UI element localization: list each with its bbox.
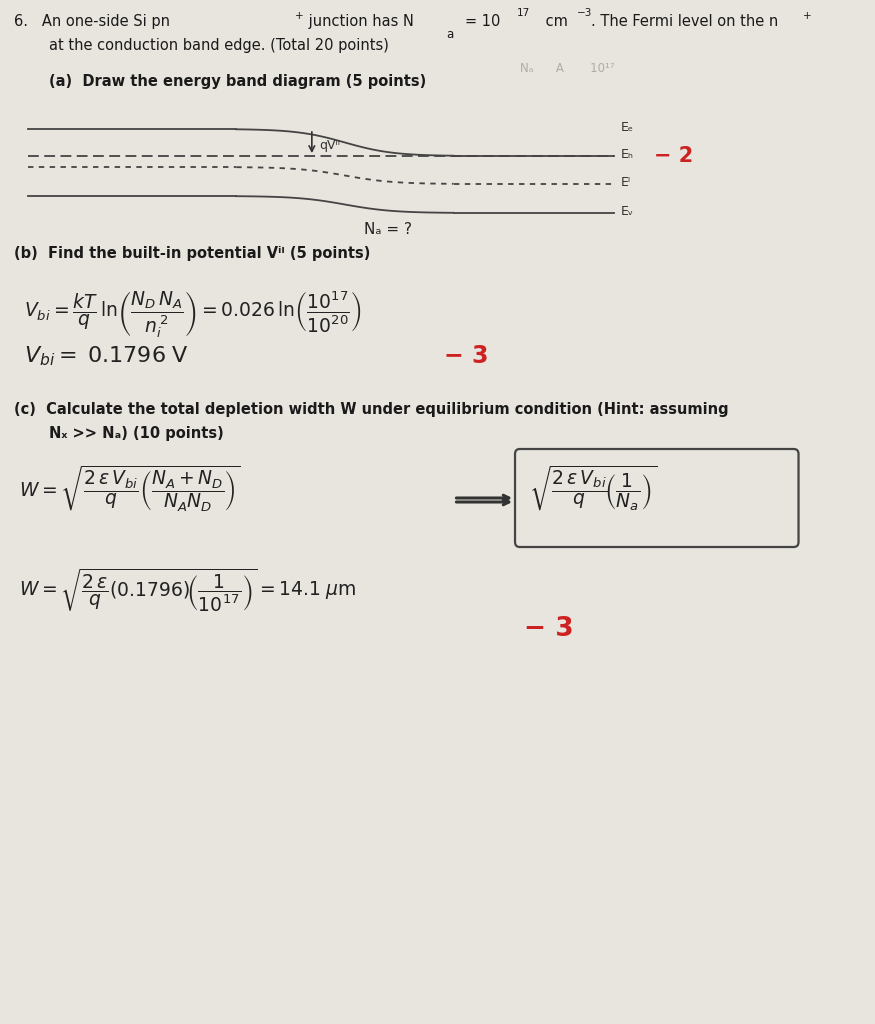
Text: −3: −3 (577, 8, 592, 18)
Text: $W = \sqrt{\dfrac{2\,\varepsilon}{q}(0.1796)\!\left(\dfrac{1}{10^{17}}\right)} =: $W = \sqrt{\dfrac{2\,\varepsilon}{q}(0.1… (19, 566, 356, 614)
Text: $\sqrt{\dfrac{2\,\varepsilon\,V_{bi}}{q}\!\left(\dfrac{1}{N_a}\right)}$: $\sqrt{\dfrac{2\,\varepsilon\,V_{bi}}{q}… (529, 464, 657, 513)
Text: Eᵥ: Eᵥ (621, 205, 634, 217)
Text: $W = \sqrt{\dfrac{2\,\varepsilon\,V_{bi}}{q}\left(\dfrac{N_A + N_D}{N_A N_D}\rig: $W = \sqrt{\dfrac{2\,\varepsilon\,V_{bi}… (19, 464, 241, 514)
Text: cm: cm (541, 14, 567, 29)
Text: Eₑ: Eₑ (621, 121, 634, 133)
Text: Nₓ >> Nₐ) (10 points): Nₓ >> Nₐ) (10 points) (49, 426, 224, 441)
Text: Eₕ: Eₕ (621, 147, 634, 161)
Text: Eᴵ: Eᴵ (621, 175, 631, 188)
Text: +: + (295, 11, 304, 22)
Text: . The Fermi level on the n: . The Fermi level on the n (591, 14, 778, 29)
Text: at the conduction band edge. (Total 20 points): at the conduction band edge. (Total 20 p… (49, 38, 389, 53)
Text: qVⁱᴵ: qVⁱᴵ (319, 138, 340, 152)
Text: (a)  Draw the energy band diagram (5 points): (a) Draw the energy band diagram (5 poin… (49, 74, 426, 89)
Text: Nₐ      A       10¹⁷: Nₐ A 10¹⁷ (520, 62, 614, 75)
Text: a: a (446, 28, 453, 41)
Text: junction has N: junction has N (304, 14, 414, 29)
Text: $V_{bi} = \;0.1796\;\mathrm{V}$: $V_{bi} = \;0.1796\;\mathrm{V}$ (24, 344, 188, 368)
Text: Nₐ = ?: Nₐ = ? (364, 222, 412, 237)
Text: +: + (803, 11, 812, 22)
Text: (c)  Calculate the total depletion width W under equilibrium condition (Hint: as: (c) Calculate the total depletion width … (14, 402, 729, 417)
Text: $V_{bi} = \dfrac{kT}{q}\,\ln\!\left(\dfrac{N_D\,N_A}{n_i^{\,2}}\right)= 0.026\,\: $V_{bi} = \dfrac{kT}{q}\,\ln\!\left(\dfr… (24, 289, 361, 340)
Text: 17: 17 (517, 8, 530, 18)
Text: − 3: − 3 (444, 344, 488, 368)
Text: 6.   An one-side Si pn: 6. An one-side Si pn (14, 14, 170, 29)
Text: − 2: − 2 (654, 146, 693, 166)
Text: = 10: = 10 (465, 14, 500, 29)
Text: − 3: − 3 (524, 616, 574, 642)
Text: (b)  Find the built-in potential Vⁱᴵ (5 points): (b) Find the built-in potential Vⁱᴵ (5 p… (14, 246, 370, 261)
